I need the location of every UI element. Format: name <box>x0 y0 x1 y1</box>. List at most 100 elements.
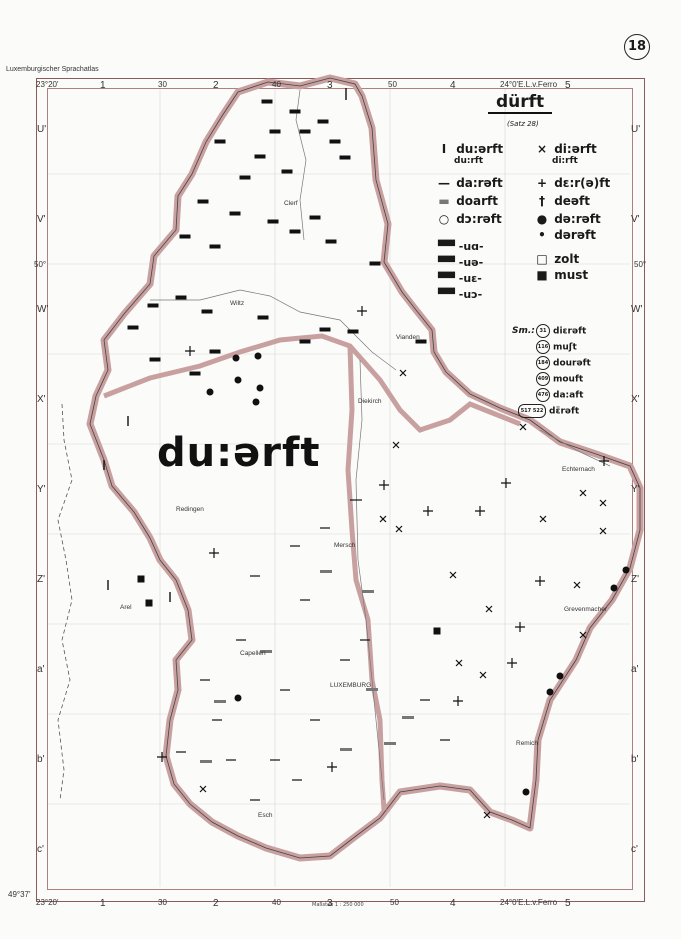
cross-icon: × <box>536 142 548 156</box>
place-label: Wiltz <box>230 300 245 307</box>
left-row-label: Y' <box>37 484 46 495</box>
legend-item: □ zolt <box>534 252 579 266</box>
left-row-label: X' <box>37 394 46 405</box>
legend-item: ○ dɔ:rəft <box>436 212 502 226</box>
place-label: Redingen <box>176 506 204 513</box>
place-label: Grevenmacher <box>564 606 607 613</box>
filled-circle-icon: ● <box>536 212 548 226</box>
legend-item: × di:ərft di:rft <box>534 142 597 166</box>
top-col-3: 3 <box>327 80 333 91</box>
right-row-label: c' <box>631 844 638 855</box>
bottom-col-4: 4 <box>450 898 456 909</box>
legend-item: † deəft <box>534 194 590 208</box>
small-dot-icon: • <box>538 228 546 242</box>
left-row-label: W' <box>37 304 49 315</box>
scale-bar-label: Maßstab 1 : 250 000 <box>312 902 364 908</box>
bar-u-icon: ▀▀ <box>438 288 455 301</box>
top-col-2: 2 <box>213 80 219 91</box>
legend-label: du:ərft <box>456 142 504 156</box>
dagger-icon: † <box>539 194 545 208</box>
legend-label: deəft <box>554 194 591 208</box>
bar-v-icon: ▀▀ <box>438 272 455 285</box>
legend-label: dɔ:rəft <box>456 212 502 226</box>
right-row-label: V' <box>631 214 640 225</box>
place-label: Diekirch <box>358 398 382 405</box>
left-row-label: V' <box>37 214 46 225</box>
page-number: 18 <box>624 34 650 60</box>
legend-title: dürft <box>488 92 553 114</box>
bar-o-icon: ▀▀ <box>438 256 455 269</box>
bottom-col-3: 3 <box>327 898 333 909</box>
top-min-50: 50 <box>388 80 397 89</box>
dash-icon: — <box>438 176 450 190</box>
right-row-label: a' <box>631 664 639 675</box>
legend-label: dərəft <box>554 228 596 242</box>
right-row-label: X' <box>631 394 640 405</box>
cross-markers <box>199 369 607 819</box>
sm-item: 409 mouft <box>536 372 583 386</box>
place-label: Arel <box>120 604 132 611</box>
legend-item: • dərəft <box>534 228 596 242</box>
right-row-label: Z' <box>631 574 640 585</box>
dash-markers <box>176 499 450 801</box>
bottom-col-2: 2 <box>213 898 219 909</box>
bottom-col-5: 5 <box>565 898 571 909</box>
top-col-1: 1 <box>100 80 106 91</box>
left-row-label: U' <box>37 124 47 135</box>
bar-markers <box>200 570 414 763</box>
legend-label: di:ərft <box>554 142 597 156</box>
sm-item: 517 522 dɛ̈rəft <box>518 404 579 418</box>
place-label: Remich <box>516 740 539 747</box>
place-label: Clerf <box>284 200 298 207</box>
legend-label: zolt <box>554 252 580 266</box>
vowel-row: ▀▀ -uɔ- <box>438 288 483 301</box>
bottom-col-1: 1 <box>100 898 106 909</box>
graticule <box>48 89 630 887</box>
sm-item: 184 dourəft <box>536 356 591 370</box>
legend-label: doarft <box>456 194 498 208</box>
plus-markers <box>157 306 609 772</box>
filled-square-icon: ■ <box>536 268 548 282</box>
legend-label: must <box>554 268 589 282</box>
legend-item: + dɛ:r(ə)ft <box>534 176 610 190</box>
legend-alt: du:rft <box>454 156 484 166</box>
belgian-boundary <box>57 403 73 801</box>
bar-t-icon: ▀▀ <box>438 240 455 253</box>
legend-label: da:rəft <box>456 176 503 190</box>
legend-item: ● də:rəft <box>534 212 601 226</box>
legend-item: I du:ərft du:rft <box>436 142 503 166</box>
top-right-coord: 24°0'E.L.v.Ferro <box>500 80 558 89</box>
bottom-min-30a: 30 <box>158 898 167 907</box>
bottom-left-coord: 23°20' <box>36 898 59 907</box>
legend-item: ▬ doarft <box>436 194 498 208</box>
vertical-markers <box>103 88 347 602</box>
lat-mark-left: 50° <box>34 260 47 269</box>
map-inner-frame <box>47 88 633 890</box>
vowel-row: ▀▀ -uə- <box>438 256 484 269</box>
top-min-30a: 30 <box>158 80 167 89</box>
right-row-label: W' <box>631 304 643 315</box>
bar-vertical-icon: I <box>441 142 447 156</box>
place-label: Echternach <box>562 466 595 473</box>
legend-subtitle: (Satz 28) <box>507 120 539 128</box>
right-row-label: U' <box>631 124 641 135</box>
grey-bar-icon: ▬ <box>438 194 450 208</box>
open-square-icon: □ <box>536 252 548 266</box>
plus-icon: + <box>536 176 548 190</box>
left-row-label: b' <box>37 754 45 765</box>
sm-item: 116 muʃt <box>536 340 577 354</box>
sm-item: 31 diɛrəft <box>536 324 586 338</box>
place-label: Capellen <box>240 650 266 657</box>
place-label: Vianden <box>396 334 420 341</box>
place-label: Esch <box>258 812 273 819</box>
legend-item: — da:rəft <box>436 176 503 190</box>
atlas-title: Luxemburgischer Sprachatlas <box>6 66 99 73</box>
isogloss <box>103 333 521 811</box>
bottom-min-40: 40 <box>272 898 281 907</box>
legend-item: ■ must <box>534 268 588 282</box>
main-form-label: du:ərft <box>157 430 321 476</box>
right-row-label: Y' <box>631 484 640 495</box>
legend-label: də:rəft <box>554 212 601 226</box>
place-label: LUXEMBURG <box>330 682 372 689</box>
